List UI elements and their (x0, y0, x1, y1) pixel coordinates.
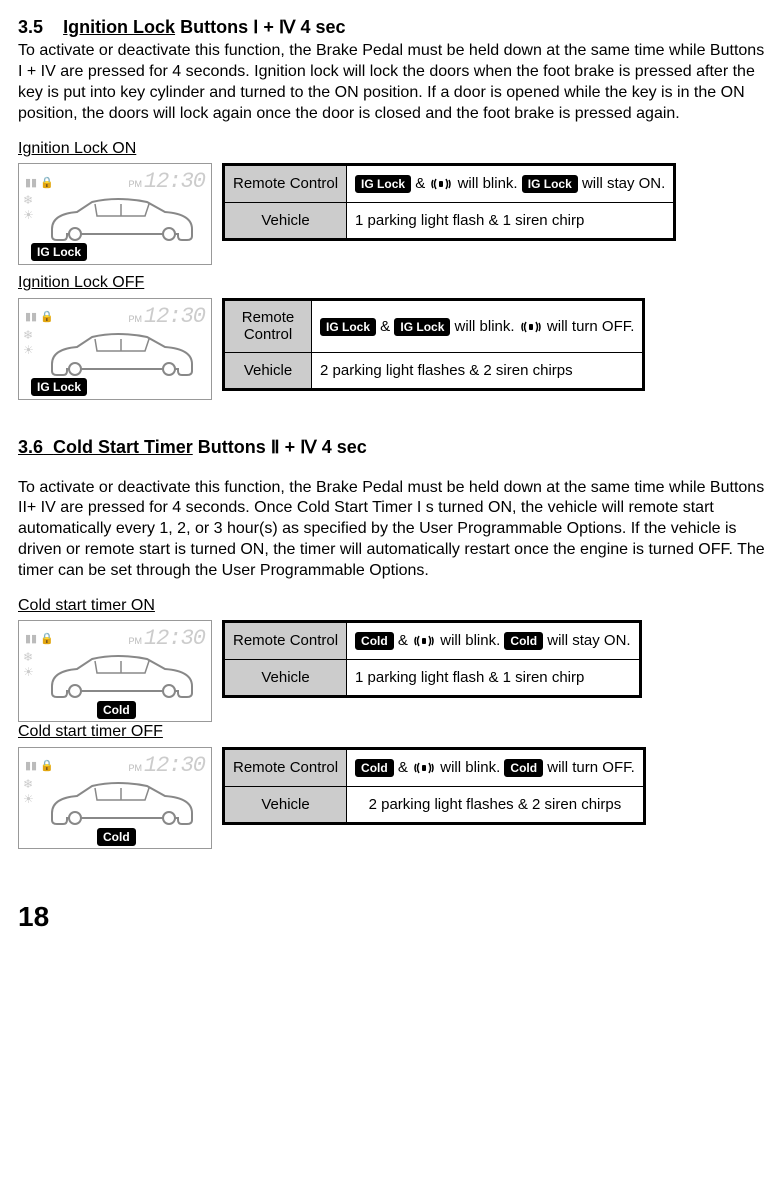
time-display: 12:30 (144, 753, 205, 778)
ignition-off-row: ▮▮🔒 PM12:30 ❄ ☀ IG Lock Remote Control IG… (18, 298, 766, 400)
vehicle-label: Vehicle (224, 202, 347, 240)
vibration-icon (429, 176, 453, 192)
pm-label: PM (128, 179, 142, 189)
lcd-display: ▮▮🔒 PM12:30 ❄ ☀ IG Lock (18, 298, 212, 400)
ignition-on-row: ▮▮🔒 PM12:30 ❄ ☀ IG Lock Remote Control IG… (18, 163, 766, 265)
temp-icon-1: ❄ (23, 651, 34, 663)
cold-badge: Cold (504, 759, 543, 777)
vehicle-value: 2 parking light flashes & 2 siren chirps (312, 352, 644, 390)
remote-control-value: Cold & will blink. Cold will stay ON. (347, 622, 641, 660)
cold-on-row: ▮▮🔒 PM12:30 ❄ ☀ Cold Remote Control Cold … (18, 620, 766, 722)
vibration-icon (519, 319, 543, 335)
iglock-badge: IG Lock (394, 318, 450, 336)
cold-badge: Cold (355, 759, 394, 777)
pm-label: PM (128, 636, 142, 646)
vibration-icon (412, 633, 436, 649)
lcd-display: ▮▮🔒 PM12:30 ❄ ☀ Cold (18, 620, 212, 722)
temp-icon-2: ☀ (23, 666, 34, 678)
section-name: Ignition Lock (63, 17, 175, 37)
signal-icon: ▮▮ (25, 759, 37, 773)
signal-icon: ▮▮ (25, 176, 37, 190)
page-number: 18 (18, 899, 766, 935)
iglock-badge: IG Lock (522, 175, 578, 193)
section-3-5-title: 3.5 Ignition Lock Buttons Ⅰ + Ⅳ 4 sec (18, 16, 766, 39)
iglock-badge: IG Lock (355, 175, 411, 193)
remote-control-value: Cold & will blink. Cold will turn OFF. (347, 749, 645, 787)
section-3-6-title: 3.6 Cold Start Timer Buttons Ⅱ + Ⅳ 4 sec (18, 436, 766, 459)
section-number: 3.6 (18, 437, 43, 457)
temp-icon-1: ❄ (23, 329, 34, 341)
temp-icon-1: ❄ (23, 778, 34, 790)
iglock-badge: IG Lock (31, 378, 87, 396)
cold-badge: Cold (97, 828, 136, 846)
cold-badge: Cold (504, 632, 543, 650)
pm-label: PM (128, 763, 142, 773)
lock-icon: 🔒 (40, 310, 54, 324)
temp-icon-2: ☀ (23, 344, 34, 356)
cold-on-heading: Cold start timer ON (18, 596, 766, 617)
time-display: 12:30 (144, 304, 205, 329)
vehicle-value: 1 parking light flash & 1 siren chirp (347, 202, 675, 240)
section-3-5-body: To activate or deactivate this function,… (18, 41, 766, 124)
cold-badge: Cold (355, 632, 394, 650)
ignition-on-heading: Ignition Lock ON (18, 139, 766, 160)
remote-control-label: Remote Control (224, 622, 347, 660)
vehicle-value: 2 parking light flashes & 2 siren chirps (347, 786, 645, 824)
lock-icon: 🔒 (40, 632, 54, 646)
cold-badge: Cold (97, 701, 136, 719)
remote-control-label: Remote Control (224, 165, 347, 203)
cold-off-row: ▮▮🔒 PM12:30 ❄ ☀ Cold Remote Control Cold … (18, 747, 766, 849)
remote-control-value: IG Lock & IG Lock will blink. will turn … (312, 300, 644, 353)
temp-icon-2: ☀ (23, 209, 34, 221)
temp-icon-2: ☀ (23, 793, 34, 805)
iglock-badge: IG Lock (320, 318, 376, 336)
iglock-badge: IG Lock (31, 243, 87, 261)
lock-icon: 🔒 (40, 176, 54, 190)
vehicle-label: Vehicle (224, 352, 312, 390)
section-name: Cold Start Timer (53, 437, 193, 457)
temp-icon-1: ❄ (23, 194, 34, 206)
remote-control-label: Remote Control (224, 300, 312, 353)
vehicle-label: Vehicle (224, 659, 347, 697)
cold-off-heading: Cold start timer OFF (18, 722, 766, 743)
section-3-6-body: To activate or deactivate this function,… (18, 478, 766, 582)
remote-control-value: IG Lock & will blink. IG Lock will stay … (347, 165, 675, 203)
ignition-on-table: Remote Control IG Lock & will blink. IG … (222, 163, 676, 241)
lcd-display: ▮▮🔒 PM12:30 ❄ ☀ IG Lock (18, 163, 212, 265)
time-display: 12:30 (144, 626, 205, 651)
section-buttons: Buttons Ⅰ + Ⅳ 4 sec (180, 17, 345, 37)
vehicle-value: 1 parking light flash & 1 siren chirp (347, 659, 641, 697)
pm-label: PM (128, 314, 142, 324)
lock-icon: 🔒 (40, 759, 54, 773)
vehicle-label: Vehicle (224, 786, 347, 824)
section-number: 3.5 (18, 17, 43, 37)
cold-off-table: Remote Control Cold & will blink. Cold w… (222, 747, 646, 825)
time-display: 12:30 (144, 169, 205, 194)
signal-icon: ▮▮ (25, 632, 37, 646)
remote-control-label: Remote Control (224, 749, 347, 787)
lcd-display: ▮▮🔒 PM12:30 ❄ ☀ Cold (18, 747, 212, 849)
section-buttons: Buttons Ⅱ + Ⅳ 4 sec (193, 437, 367, 457)
cold-on-table: Remote Control Cold & will blink. Cold w… (222, 620, 642, 698)
ignition-off-table: Remote Control IG Lock & IG Lock will bl… (222, 298, 645, 391)
signal-icon: ▮▮ (25, 310, 37, 324)
vibration-icon (412, 760, 436, 776)
ignition-off-heading: Ignition Lock OFF (18, 273, 766, 294)
